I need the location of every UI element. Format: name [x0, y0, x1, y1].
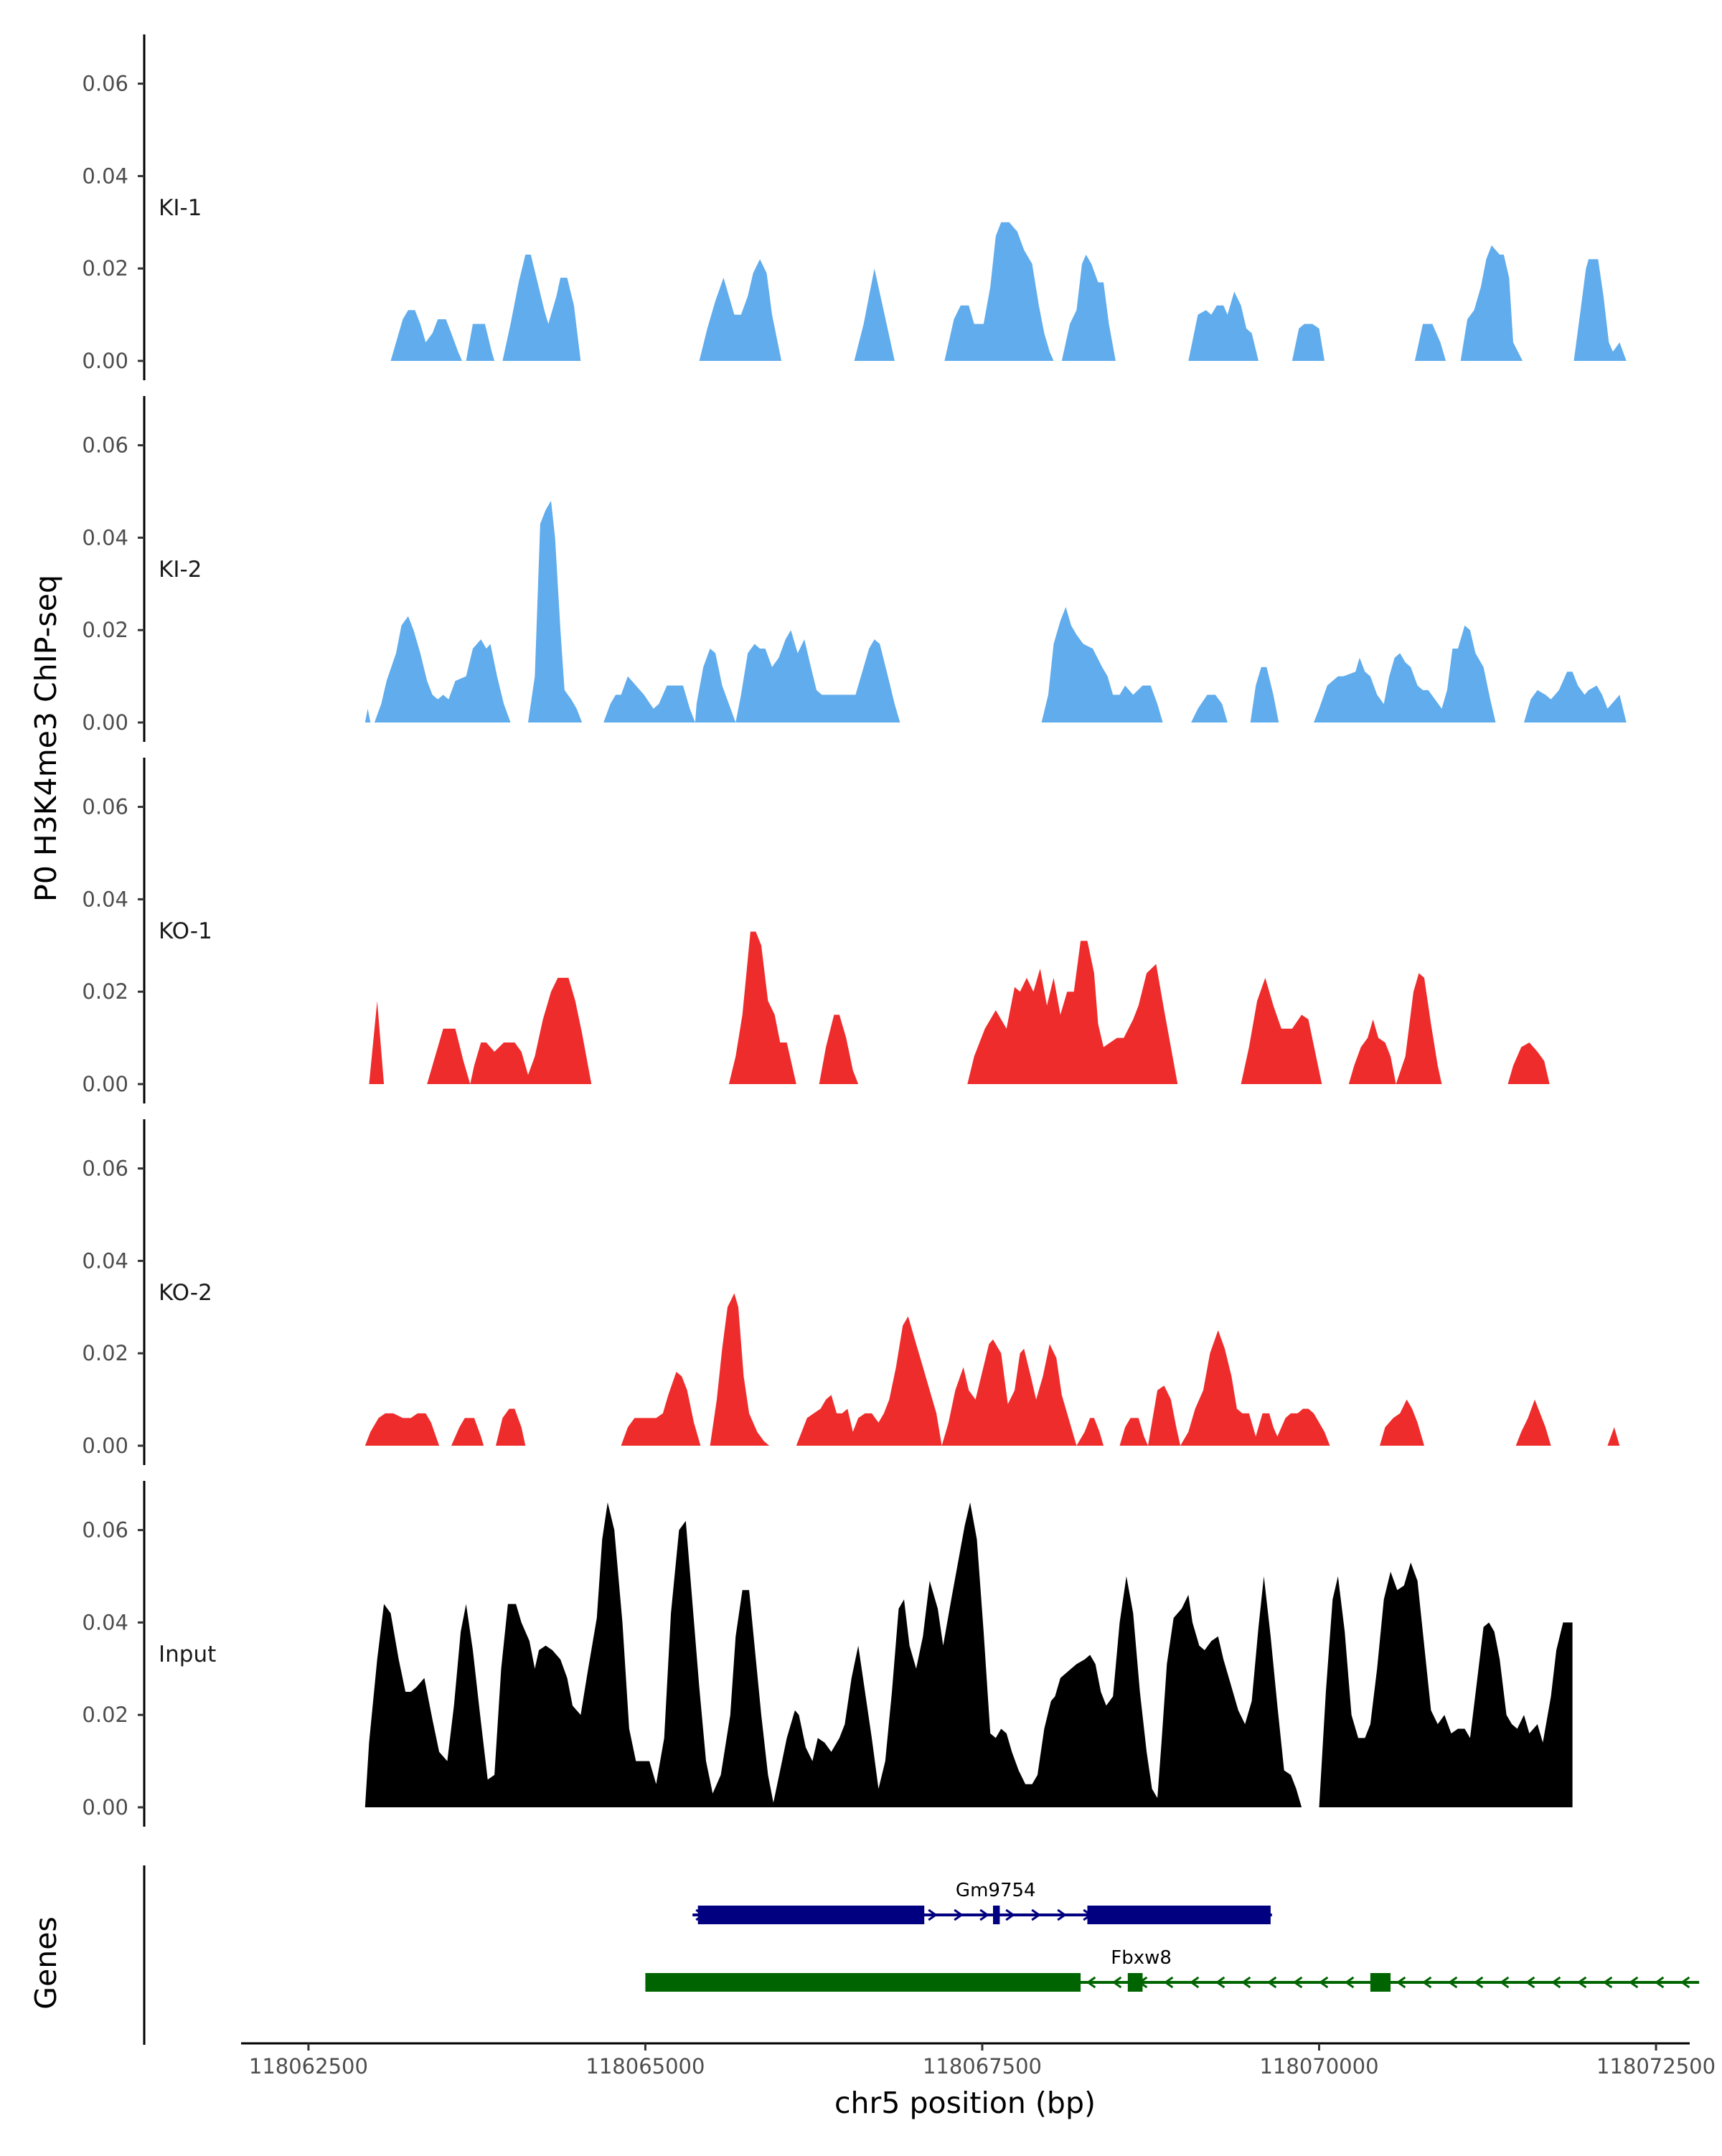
gene-label: Gm9754 — [956, 1880, 1036, 1901]
x-tick-label: 118065000 — [585, 2054, 705, 2079]
y-tick-label: 0.00 — [82, 349, 128, 373]
y-tick-label: 0.02 — [82, 1341, 128, 1365]
strand-arrow — [954, 1908, 964, 1921]
y-tick-label: 0.04 — [82, 164, 128, 188]
strand-arrow — [1602, 1976, 1613, 1989]
track-panel-ko-1: 0.00 0.02 0.04 0.06 KO-1 — [82, 758, 1550, 1103]
gene-label: Fbxw8 — [1111, 1947, 1172, 1969]
track-label: Input — [159, 1642, 216, 1667]
y-tick-label: 0.06 — [82, 433, 128, 458]
y-tick-label: 0.04 — [82, 1248, 128, 1273]
genes-axis-title: Genes — [29, 1916, 63, 2010]
strand-arrow — [1473, 1976, 1484, 1989]
signal-area-ki-1 — [390, 222, 1627, 361]
y-tick-label: 0.06 — [82, 72, 128, 96]
x-axis: chr5 position (bp) 118062500 118065000 118… — [241, 2042, 1716, 2120]
signal-area-ko-1 — [369, 931, 1550, 1084]
gene-exon — [1087, 1906, 1271, 1924]
strand-arrow — [1680, 1976, 1690, 1989]
gene-exon — [697, 1906, 925, 1924]
x-axis-title: chr5 position (bp) — [834, 2086, 1096, 2120]
gene-fbxw8: Fbxw8 — [645, 1947, 1700, 1992]
strand-arrow — [1447, 1976, 1458, 1989]
strand-arrow — [1499, 1976, 1510, 1989]
y-tick-label: 0.02 — [82, 979, 128, 1004]
strand-arrow — [1292, 1976, 1303, 1989]
strand-arrow — [1005, 1908, 1015, 1921]
y-tick-label: 0.04 — [82, 887, 128, 911]
track-label: KI-1 — [159, 195, 202, 221]
strand-arrow — [1576, 1976, 1587, 1989]
gene-exon — [1370, 1973, 1391, 1992]
y-tick-label: 0.00 — [82, 710, 128, 735]
strand-arrow — [1421, 1976, 1432, 1989]
strand-arrow — [1241, 1976, 1251, 1989]
strand-arrow — [1654, 1976, 1665, 1989]
gene-annotation-track: Genes Gm9754 Fbxw8 — [29, 1865, 1700, 2045]
track-panel-input: 0.00 0.02 0.04 0.06 Input — [82, 1481, 1573, 1827]
x-tick-label: 118072500 — [1596, 2054, 1716, 2079]
strand-arrow — [1266, 1976, 1277, 1989]
track-panel-ko-2: 0.00 0.02 0.04 0.06 KO-2 — [82, 1119, 1620, 1465]
strand-arrow — [928, 1908, 938, 1921]
strand-arrow — [1189, 1976, 1200, 1989]
strand-arrow — [1551, 1976, 1561, 1989]
y-tick-label: 0.06 — [82, 795, 128, 819]
y-tick-label: 0.00 — [82, 1434, 128, 1458]
y-tick-label: 0.06 — [82, 1157, 128, 1181]
track-label: KO-2 — [159, 1280, 212, 1306]
y-tick-label: 0.06 — [82, 1518, 128, 1543]
y-tick-label: 0.00 — [82, 1795, 128, 1820]
signal-area-ki-2 — [364, 500, 1627, 722]
strand-arrow — [1628, 1976, 1639, 1989]
gene-exon — [993, 1906, 1000, 1924]
x-tick-label: 118070000 — [1259, 2054, 1378, 2079]
track-panel-ki-2: 0.00 0.02 0.04 0.06 KI-2 — [82, 396, 1627, 742]
y-tick-label: 0.02 — [82, 1703, 128, 1727]
signal-tracks: 0.00 0.02 0.04 0.06 KI-1 0.00 0.02 0.04 0.06 KI-2… — [82, 34, 1627, 1827]
strand-arrow — [1057, 1908, 1067, 1921]
signal-area-ko-2 — [364, 1293, 1620, 1446]
strand-arrow — [1111, 1976, 1122, 1989]
gene-exon — [645, 1973, 1081, 1992]
y-tick-label: 0.04 — [82, 1610, 128, 1634]
y-tick-label: 0.04 — [82, 525, 128, 550]
track-panel-ki-1: 0.00 0.02 0.04 0.06 KI-1 — [82, 34, 1627, 380]
strand-arrow — [1086, 1976, 1096, 1989]
y-axis-title: P0 H3K4me3 ChIP-seq — [29, 575, 63, 902]
strand-arrow — [979, 1908, 989, 1921]
strand-arrow — [1344, 1976, 1355, 1989]
gene-exon — [1127, 1973, 1143, 1992]
gene-gm9754: Gm9754 — [692, 1880, 1272, 1924]
x-tick-label: 118067500 — [923, 2054, 1042, 2079]
strand-arrow — [1318, 1976, 1329, 1989]
strand-arrow — [1031, 1908, 1041, 1921]
x-tick-label: 118062500 — [249, 2054, 368, 2079]
strand-arrow — [1163, 1976, 1174, 1989]
strand-arrow — [1396, 1976, 1406, 1989]
y-tick-label: 0.02 — [82, 618, 128, 642]
track-label: KI-2 — [159, 557, 202, 583]
signal-area-input — [364, 1502, 1573, 1807]
strand-arrow — [1525, 1976, 1535, 1989]
y-tick-label: 0.00 — [82, 1072, 128, 1096]
y-tick-label: 0.02 — [82, 256, 128, 281]
strand-arrow — [1215, 1976, 1225, 1989]
track-label: KO-1 — [159, 918, 212, 944]
